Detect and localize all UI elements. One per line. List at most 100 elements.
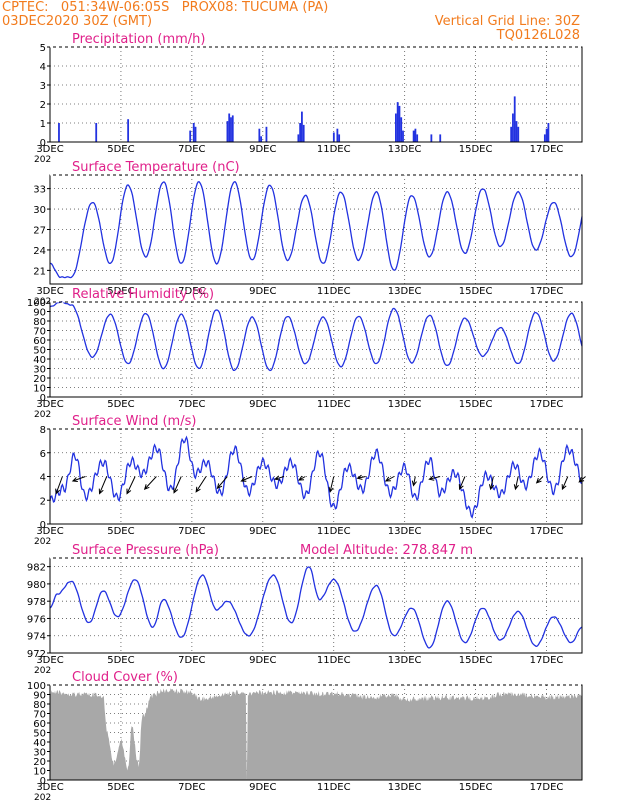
cloud-xtick-label: 5DEC xyxy=(107,782,134,793)
wind-ytick-label: 2 xyxy=(40,496,46,507)
station-header: CPTEC: 051:34W-06:05S PROX08: TUCUMA (PA… xyxy=(2,0,329,15)
precip-bar xyxy=(510,126,513,142)
cloud-ytick-label: 50 xyxy=(33,729,46,740)
precip-bar xyxy=(395,113,397,142)
rh-ytick-label: 0 xyxy=(40,393,46,404)
cloud-year-label: 202 xyxy=(34,793,51,800)
rh-xtick-label: 11DEC xyxy=(317,399,351,410)
wind-vector-arrow xyxy=(328,476,335,493)
precip-bar xyxy=(416,134,419,142)
wind-line xyxy=(49,435,583,519)
precip-frame xyxy=(49,46,583,143)
cloud-xtick-label: 17DEC xyxy=(530,782,564,793)
wind-vector-arrow xyxy=(411,476,417,487)
precip-panel xyxy=(47,46,583,143)
wind-vector-arrow xyxy=(195,476,207,493)
temp-ytick-label: 24 xyxy=(33,246,46,257)
temp-xtick-label: 9DEC xyxy=(249,286,276,297)
precip-ytick-label: 3 xyxy=(40,81,46,92)
pres-xtick-label: 17DEC xyxy=(530,655,564,666)
pres-ytick-label: 974 xyxy=(27,632,46,643)
precip-bar xyxy=(338,134,341,142)
wind-xtick-label: 11DEC xyxy=(317,526,351,537)
rh-xtick-label: 13DEC xyxy=(388,399,422,410)
wind-xtick-label: 17DEC xyxy=(530,526,564,537)
pres-ytick-label: 982 xyxy=(27,563,46,574)
temp-xtick-label: 7DEC xyxy=(178,286,205,297)
temp-ytick-label: 33 xyxy=(33,185,46,196)
precip-bar xyxy=(192,123,195,142)
precip-bar xyxy=(231,115,234,142)
cloud-xtick-label: 3DEC xyxy=(36,782,63,793)
cloud-xtick-label: 7DEC xyxy=(178,782,205,793)
wind-vector-arrow xyxy=(535,476,544,484)
wind-vector-arrow xyxy=(384,476,395,482)
cloud-ytick-label: 80 xyxy=(33,700,46,711)
precip-xtick-label: 17DEC xyxy=(530,144,564,155)
cloud-panel xyxy=(47,684,583,781)
wind-vector-arrow xyxy=(240,476,253,482)
wind-ytick-label: 8 xyxy=(40,425,46,436)
precip-bar xyxy=(58,123,60,142)
precip-bar xyxy=(439,134,442,142)
rh-xtick-label: 17DEC xyxy=(530,399,564,410)
precip-bar xyxy=(127,119,130,142)
rh-xtick-label: 15DEC xyxy=(459,399,493,410)
temp-xtick-label: 11DEC xyxy=(317,286,351,297)
precip-bar xyxy=(400,117,403,142)
wind-vector-arrow xyxy=(126,476,136,495)
cloud-ytick-label: 70 xyxy=(33,710,46,721)
wind-vector-arrow xyxy=(55,476,63,495)
cloud-xtick-label: 15DEC xyxy=(459,782,493,793)
precip-bar xyxy=(258,128,261,142)
temp-xtick-label: 5DEC xyxy=(107,286,134,297)
pres-xtick-label: 9DEC xyxy=(249,655,276,666)
rh-xtick-label: 9DEC xyxy=(249,399,276,410)
rh-ytick-label: 10 xyxy=(33,384,46,395)
wind-xtick-label: 3DEC xyxy=(36,526,63,537)
cloud-xtick-label: 9DEC xyxy=(249,782,276,793)
pres-year-label: 202 xyxy=(34,666,51,676)
wind-xtick-label: 13DEC xyxy=(388,526,422,537)
pres-xtick-label: 15DEC xyxy=(459,655,493,666)
wind-title: Surface Wind (m/s) xyxy=(72,414,196,429)
temp-ytick-label: 21 xyxy=(33,266,46,277)
wind-vector-arrow xyxy=(513,476,519,491)
precip-ytick-label: 0 xyxy=(40,138,46,149)
precip-title: Precipitation (mm/h) xyxy=(72,32,205,47)
cloud-ytick-label: 40 xyxy=(33,738,46,749)
pres-xtick-label: 3DEC xyxy=(36,655,63,666)
precip-bar xyxy=(517,126,520,142)
rh-year-label: 202 xyxy=(34,410,51,420)
pres-subtitle: Model Altitude: 278.847 m xyxy=(300,543,473,558)
precip-xtick-label: 3DEC xyxy=(36,144,63,155)
wind-vector-arrow xyxy=(273,475,285,481)
precip-bar xyxy=(189,130,192,142)
pres-ytick-label: 980 xyxy=(27,580,46,591)
rh-ytick-label: 100 xyxy=(27,298,46,309)
precip-bar xyxy=(396,102,399,142)
run-code: TQ0126L028 xyxy=(496,28,580,43)
precip-bar xyxy=(512,113,514,142)
wind-xtick-label: 7DEC xyxy=(178,526,205,537)
precip-bar xyxy=(299,123,302,142)
wind-xtick-label: 5DEC xyxy=(107,526,134,537)
precip-bar xyxy=(228,113,231,142)
wind-ytick-label: 0 xyxy=(40,520,46,531)
precip-ytick-label: 2 xyxy=(40,100,46,111)
cloud-title: Cloud Cover (%) xyxy=(72,670,178,685)
temp-year-label: 202 xyxy=(34,297,51,307)
precip-bar xyxy=(547,123,550,142)
precip-bar xyxy=(230,117,232,142)
wind-ytick-label: 4 xyxy=(40,473,46,484)
temp-ytick-label: 27 xyxy=(33,226,46,237)
rh-line xyxy=(49,301,583,372)
rh-ytick-label: 30 xyxy=(33,365,46,376)
precip-bar xyxy=(302,124,305,142)
precip-bar xyxy=(226,121,229,142)
wind-vector-arrow xyxy=(71,476,86,483)
precip-xtick-label: 9DEC xyxy=(249,144,276,155)
wind-vector-arrow xyxy=(298,475,306,481)
wind-vector-arrow xyxy=(356,474,366,480)
precip-xtick-label: 7DEC xyxy=(178,144,205,155)
